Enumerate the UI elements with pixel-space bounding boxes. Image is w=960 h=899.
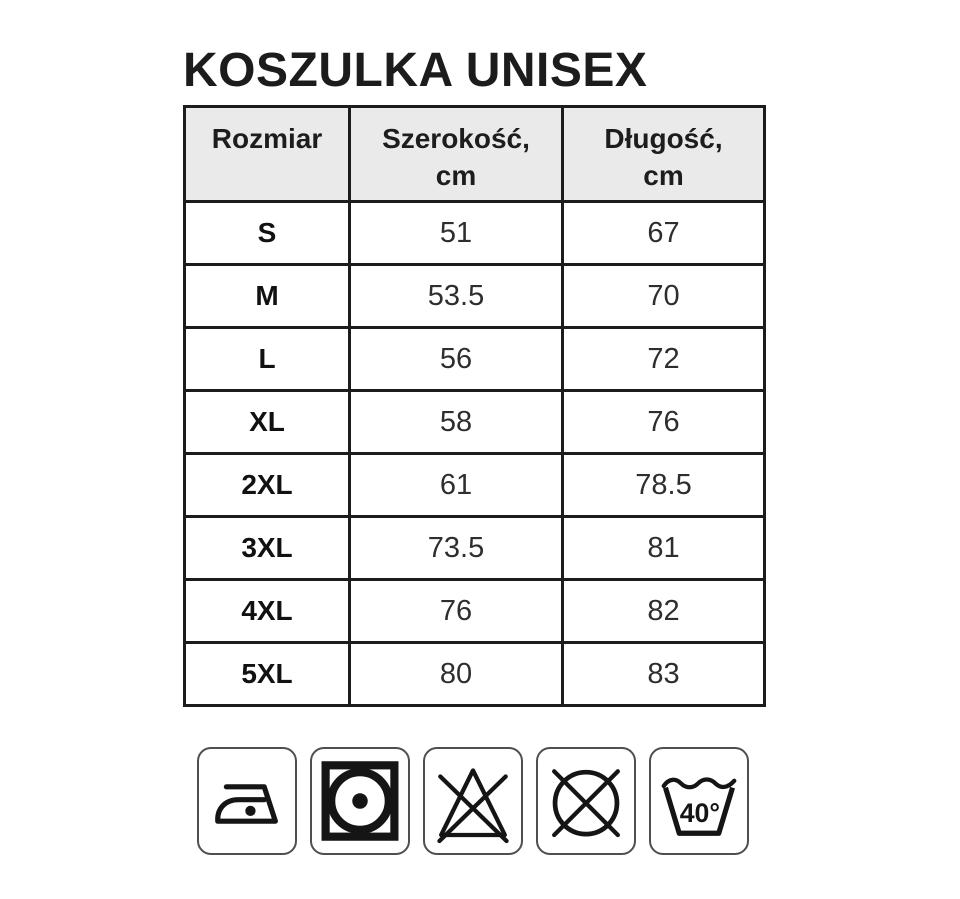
table-row: 2XL 61 78.5: [183, 452, 766, 518]
size-cell: S: [183, 200, 351, 266]
table-row: 4XL 76 82: [183, 578, 766, 644]
width-cell: 80: [348, 641, 564, 707]
length-cell: 78.5: [561, 452, 766, 518]
width-cell: 51: [348, 200, 564, 266]
length-cell: 83: [561, 641, 766, 707]
column-header-size: Rozmiar: [183, 105, 351, 203]
table-row: 5XL 80 83: [183, 641, 766, 707]
size-cell: L: [183, 326, 351, 392]
length-cell: 70: [561, 263, 766, 329]
table-row: XL 58 76: [183, 389, 766, 455]
table-row: M 53.5 70: [183, 263, 766, 329]
iron-icon: [215, 784, 278, 824]
length-cell: 81: [561, 515, 766, 581]
page-title: KOSZULKA UNISEX: [183, 44, 648, 97]
do-not-dry-clean-icon: [552, 769, 620, 838]
size-cell: 2XL: [183, 452, 351, 518]
table-row: L 56 72: [183, 326, 766, 392]
width-cell: 76: [348, 578, 564, 644]
wash-40-icon: 40°: [661, 777, 737, 836]
size-cell: 4XL: [183, 578, 351, 644]
care-symbol-do-not-dry-clean: [536, 747, 636, 855]
width-cell: 53.5: [348, 263, 564, 329]
column-header-width: Szerokość, cm: [348, 105, 564, 203]
do-not-bleach-icon: [437, 768, 509, 844]
care-symbol-ironing: [197, 747, 297, 855]
length-cell: 67: [561, 200, 766, 266]
size-cell: 3XL: [183, 515, 351, 581]
size-cell: 5XL: [183, 641, 351, 707]
length-cell: 72: [561, 326, 766, 392]
care-symbol-wash-40: 40°: [649, 747, 749, 855]
width-cell: 56: [348, 326, 564, 392]
width-cell: 61: [348, 452, 564, 518]
wash-temperature-label: 40°: [680, 798, 720, 828]
length-cell: 82: [561, 578, 766, 644]
care-symbols-row: 40°: [197, 747, 749, 855]
table-row: S 51 67: [183, 200, 766, 266]
column-header-length: Długość, cm: [561, 105, 766, 203]
size-cell: XL: [183, 389, 351, 455]
table-header-row: Rozmiar Szerokość, cm Długość, cm: [183, 105, 766, 203]
length-cell: 76: [561, 389, 766, 455]
width-cell: 58: [348, 389, 564, 455]
tumble-dry-icon: [321, 761, 399, 841]
table-row: 3XL 73.5 81: [183, 515, 766, 581]
width-cell: 73.5: [348, 515, 564, 581]
size-cell: M: [183, 263, 351, 329]
size-table: Rozmiar Szerokość, cm Długość, cm S 51 6…: [183, 105, 766, 707]
care-symbol-do-not-bleach: [423, 747, 523, 855]
care-symbol-tumble-dry: [310, 747, 410, 855]
